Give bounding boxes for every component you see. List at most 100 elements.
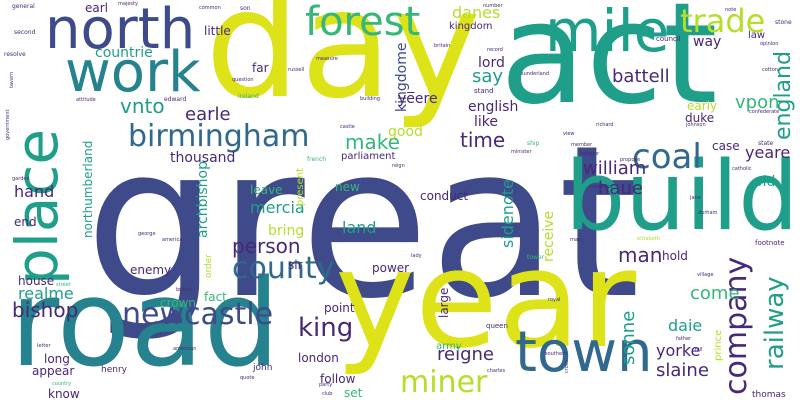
word-134: cotton <box>762 67 778 73</box>
word-126: hotspur <box>580 151 600 157</box>
word-19: newcastle <box>122 297 274 332</box>
word-133: confederate <box>749 109 780 115</box>
word-3: act <box>500 0 718 136</box>
word-41: say <box>472 66 504 87</box>
word-125: ship <box>527 140 540 147</box>
word-90: know <box>48 387 80 400</box>
word-132: richard <box>596 122 614 128</box>
word-153: party <box>319 382 333 388</box>
word-135: opinion <box>760 41 779 47</box>
word-12: forest <box>305 0 421 45</box>
word-48: archbishop <box>195 161 211 238</box>
word-156: southern <box>545 351 568 357</box>
word-1: great <box>85 100 641 345</box>
word-74: army <box>436 341 462 352</box>
word-64: conduct <box>420 189 469 203</box>
word-154: club <box>322 391 333 397</box>
word-78: end <box>14 215 37 229</box>
word-84: far <box>252 61 269 75</box>
word-151: america <box>162 237 183 243</box>
word-2: day <box>205 0 481 132</box>
word-149: village <box>697 272 714 278</box>
word-26: make <box>345 130 400 154</box>
word-124: minister <box>511 149 532 155</box>
word-127: propose <box>620 157 641 163</box>
word-104: general <box>12 3 35 10</box>
word-24: william <box>583 158 647 179</box>
word-66: hold <box>662 249 688 263</box>
word-55: english <box>468 99 519 115</box>
word-58: thousand <box>170 150 236 166</box>
word-129: state <box>758 140 774 147</box>
word-92: prince <box>713 329 724 361</box>
word-51: way <box>693 34 722 50</box>
word-85: ye̅ere <box>398 91 438 107</box>
word-107: number <box>483 3 503 9</box>
word-79: sir <box>288 258 303 272</box>
word-43: countrie <box>95 45 153 61</box>
word-56: like <box>474 114 499 130</box>
word-110: tavern <box>9 71 15 88</box>
word-81: large <box>437 287 451 318</box>
word-35: daie <box>668 316 703 335</box>
word-93: thomas <box>752 390 786 400</box>
word-108: second <box>14 29 36 36</box>
word-67: london <box>298 351 339 365</box>
word-123: view <box>563 131 575 137</box>
word-42: danes <box>452 3 501 22</box>
word-11: town <box>515 320 653 385</box>
word-128: marriage <box>590 184 613 190</box>
word-22: king <box>298 313 354 343</box>
word-7: place <box>3 128 71 285</box>
word-10: work <box>65 40 201 105</box>
word-71: point <box>324 301 355 315</box>
word-106: common <box>199 5 221 11</box>
word-113: street <box>56 282 71 288</box>
word-40: earle <box>185 104 231 125</box>
word-20: miner <box>400 365 488 400</box>
word-82: fact <box>204 290 227 304</box>
word-122: member <box>571 142 593 148</box>
word-147: jane <box>690 195 701 201</box>
word-157: royal <box>548 297 561 303</box>
word-52: old <box>754 174 776 190</box>
word-47: sidenote <box>498 179 517 248</box>
word-45: land <box>342 218 377 237</box>
word-54: lord <box>478 55 505 71</box>
word-63: leave <box>250 183 283 197</box>
word-140: record <box>487 47 503 53</box>
word-121: castle <box>340 124 355 130</box>
word-105: majesty <box>118 1 138 7</box>
word-6: build <box>565 142 799 252</box>
word-44: mercia <box>250 198 305 217</box>
word-36: slaine <box>656 360 709 381</box>
word-142: tower <box>527 254 545 261</box>
word-116: question <box>232 77 254 83</box>
word-87: kingdom <box>449 21 493 32</box>
word-53: northumberland <box>81 140 95 238</box>
word-131: johnson <box>686 122 706 128</box>
word-119: building <box>360 96 381 102</box>
word-112: garden <box>12 176 30 182</box>
word-65: receive <box>541 210 557 262</box>
word-31: come <box>690 283 740 304</box>
word-68: long <box>44 352 70 366</box>
word-137: note <box>725 7 737 13</box>
word-16: coal <box>632 137 702 177</box>
word-27: time <box>460 128 506 152</box>
word-57: good <box>388 124 423 140</box>
word-4: year <box>335 221 637 378</box>
word-102: stand <box>474 87 494 95</box>
word-46: realme <box>18 284 74 303</box>
word-120: attitude <box>76 97 96 103</box>
word-62: bring <box>268 223 305 239</box>
word-76: set <box>344 386 363 400</box>
word-13: trade <box>680 2 766 40</box>
word-34: yorke <box>656 341 701 360</box>
word-150: george <box>138 231 156 237</box>
word-155: charles <box>487 368 506 374</box>
word-109: resolve <box>4 51 26 58</box>
word-38: battell <box>612 66 670 87</box>
word-130: catholic <box>732 166 752 172</box>
word-88: present <box>295 167 306 206</box>
